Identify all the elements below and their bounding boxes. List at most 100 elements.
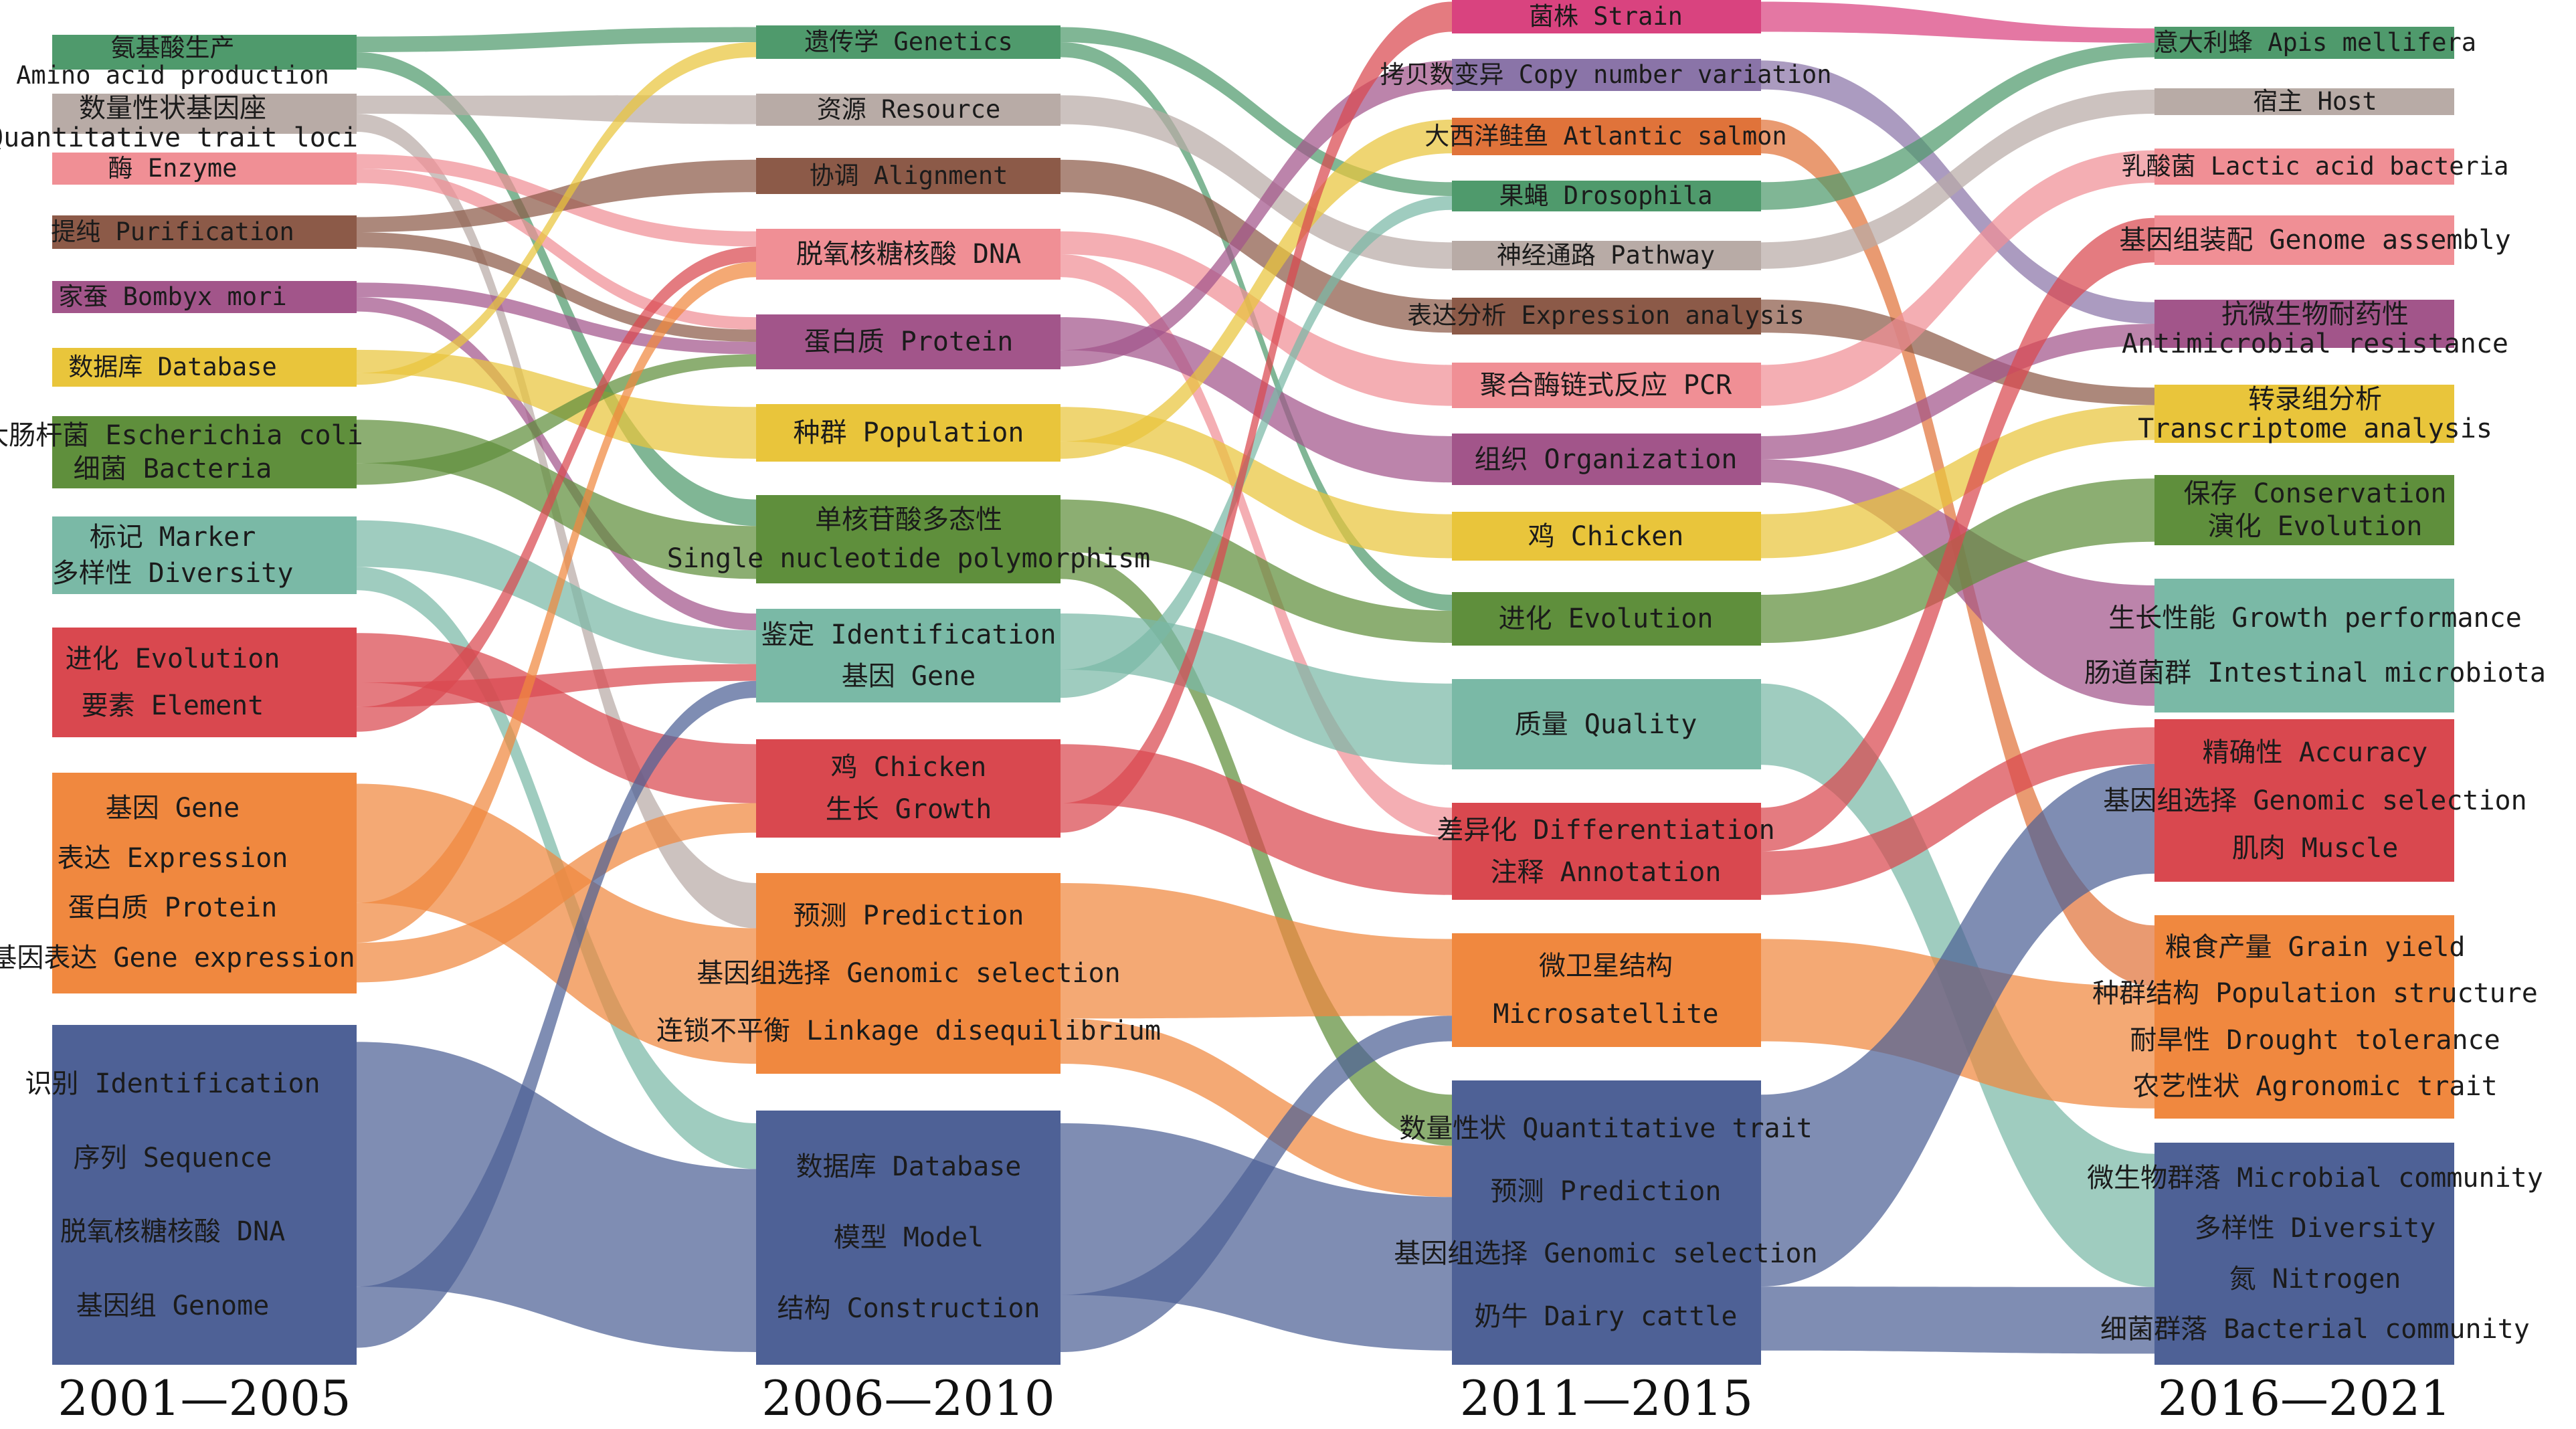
node-label: 连锁不平衡 Linkage disequilibrium — [656, 1016, 1161, 1046]
node-rect-p3-2 — [2154, 149, 2454, 185]
flow-ribbon-13 — [357, 354, 756, 485]
node-rect-p2-9 — [1452, 592, 1761, 646]
node-rect-p0-0 — [52, 35, 357, 70]
node-label: Quantitative trait loci — [0, 122, 358, 153]
node-label: 演化 Evolution — [2207, 511, 2423, 543]
flow-ribbon-27 — [1061, 159, 1452, 333]
node-alignment: 协调 Alignment — [688, 158, 1129, 194]
node-label: 大肠杆菌 Escherichia coli — [0, 419, 363, 451]
node-rect-p3-10 — [2154, 1143, 2454, 1365]
node-muscle: 精确性 Accuracy 基因组选择 Genomic selection 肌肉 Mu… — [2094, 719, 2536, 882]
node-rect-p1-1 — [756, 94, 1061, 126]
node-label: 差异化 Differentiation — [1437, 815, 1775, 846]
node-rect-p1-7 — [756, 609, 1061, 702]
node-growth: 鸡 Chicken 生长 Growth — [688, 739, 1129, 838]
node-rect-p2-8 — [1452, 512, 1761, 561]
node-single-nucleotide-polymorphism: 单核苷酸多态性 Single nucleotide polymorphism — [667, 495, 1150, 583]
node-label: 氮 Nitrogen — [2229, 1263, 2401, 1295]
node-label: 意大利蜂 Apis mellifera — [2153, 27, 2477, 57]
node-strain: 菌株 Strain — [1385, 0, 1827, 33]
node-rect-p2-2 — [1452, 118, 1761, 155]
node-label: 注释 Annotation — [1490, 857, 1722, 888]
node-rect-p2-4 — [1452, 241, 1761, 270]
period-label-2011-2015: 2011—2015 — [1459, 1370, 1754, 1426]
flow-ribbon-56 — [1761, 217, 2154, 852]
flow-ribbon-40 — [1061, 883, 1452, 1019]
flow-ribbon-32 — [1061, 407, 1452, 559]
flow-ribbon-20 — [357, 262, 756, 943]
node-label: 果蝇 Drosophila — [1499, 181, 1713, 210]
node-label: Antimicrobial resistance — [2122, 328, 2508, 359]
node-rect-p0-7 — [52, 516, 357, 594]
node-annotation: 差异化 Differentiation 注释 Annotation — [1385, 803, 1827, 900]
node-label: 微卫星结构 — [1539, 951, 1673, 982]
node-label: 脱氧核糖核酸 DNA — [796, 239, 1022, 270]
node-label: 进化 Evolution — [65, 644, 280, 675]
node-protein: 蛋白质 Protein — [688, 314, 1129, 369]
node-label: Microsatellite — [1493, 998, 1719, 1030]
node-rect-p2-12 — [1452, 933, 1761, 1047]
flow-layer — [357, 1, 2154, 1354]
flow-ribbon-57 — [1761, 727, 2154, 895]
node-antimicrobial-resistance: 抗微生物耐药性 Antimicrobial resistance — [2094, 300, 2536, 359]
node-drosophila: 果蝇 Drosophila — [1385, 181, 1827, 211]
flow-ribbon-44 — [1761, 1, 2154, 43]
node-genome-assembly: 基因组装配 Genome assembly — [2094, 215, 2536, 265]
node-label: 生长性能 Growth performance — [2108, 603, 2522, 634]
node-rect-p0-4 — [52, 281, 357, 313]
node-linkage-disequilibrium: 预测 Prediction 基因组选择 Genomic selection 连锁不平… — [656, 873, 1161, 1074]
node-rect-p3-6 — [2154, 475, 2454, 545]
node-label: 资源 Resource — [816, 94, 1001, 124]
node-gene: 鉴定 Identification 基因 Gene — [688, 609, 1129, 702]
node-label: 多样性 Diversity — [2194, 1213, 2436, 1244]
flow-ribbon-35 — [1061, 552, 1452, 1146]
node-label: 单核苷酸多态性 — [815, 504, 1002, 535]
node-rect-p3-7 — [2154, 579, 2454, 712]
flow-ribbon-2 — [357, 95, 756, 124]
node-label: 基因组选择 Genomic selection — [697, 958, 1121, 989]
node-lactic-acid-bacteria: 乳酸菌 Lactic acid bacteria — [2094, 149, 2536, 185]
node-rect-p0-2 — [52, 153, 357, 185]
node-rect-p0-6 — [52, 416, 357, 488]
node-label: 数据库 Database — [796, 1151, 1022, 1182]
node-label: 菌株 Strain — [1529, 1, 1683, 31]
node-amino-acid-production: 氨基酸生产 Amino acid production — [0, 33, 393, 88]
node-label: 预测 Prediction — [793, 900, 1024, 931]
node-label: 肌肉 Muscle — [2231, 833, 2399, 864]
node-label: 预测 Prediction — [1490, 1175, 1722, 1207]
node-rect-p3-5 — [2154, 385, 2454, 443]
node-gene-expression: 基因 Gene 表达 Expression 蛋白质 Protein 基因表达 Gene… — [0, 773, 393, 993]
node-label: 鸡 Chicken — [1528, 520, 1684, 552]
node-label: 肠道菌群 Intestinal microbiota — [2084, 657, 2546, 688]
node-atlantic-salmon: 大西洋鲑鱼 Atlantic salmon — [1385, 118, 1827, 155]
node-rect-p2-7 — [1452, 434, 1761, 485]
flow-ribbon-53 — [1761, 405, 2154, 559]
node-label: 种群结构 Population structure — [2092, 978, 2538, 1010]
flow-ribbon-10 — [357, 349, 756, 459]
flow-ribbon-34 — [1061, 499, 1452, 643]
node-rect-p0-8 — [52, 628, 357, 737]
node-evolution: 进化 Evolution — [1385, 592, 1827, 646]
flow-ribbon-29 — [1061, 254, 1452, 837]
node-label: 酶 Enzyme — [108, 153, 238, 183]
node-label: 进化 Evolution — [1498, 603, 1714, 634]
period-label-2001-2005: 2001—2005 — [58, 1370, 351, 1426]
flow-ribbon-47 — [1761, 43, 2154, 210]
node-label: Transcriptome analysis — [2138, 413, 2492, 444]
node-resource: 资源 Resource — [688, 94, 1129, 126]
flow-ribbon-50 — [1761, 150, 2154, 406]
node-intestinal-microbiota: 生长性能 Growth performance 肠道菌群 Intestinal m… — [2084, 579, 2546, 712]
node-label: 鸡 Chicken — [830, 751, 987, 783]
node-rect-p3-4 — [2154, 300, 2454, 348]
flow-ribbon-31 — [1061, 60, 1452, 367]
node-population: 种群 Population — [688, 404, 1129, 462]
node-rect-p3-0 — [2154, 27, 2454, 59]
node-label: 数据库 Database — [68, 352, 277, 381]
node-label: 耐旱性 Drought tolerance — [2130, 1024, 2500, 1056]
node-label: 氨基酸生产 — [110, 33, 235, 62]
node-label: 质量 Quality — [1514, 708, 1697, 740]
flow-ribbon-41 — [1061, 1018, 1452, 1198]
node-label: 生长 Growth — [825, 794, 992, 826]
flow-ribbon-9 — [357, 297, 756, 631]
node-label: 基因表达 Gene expression — [0, 943, 355, 974]
